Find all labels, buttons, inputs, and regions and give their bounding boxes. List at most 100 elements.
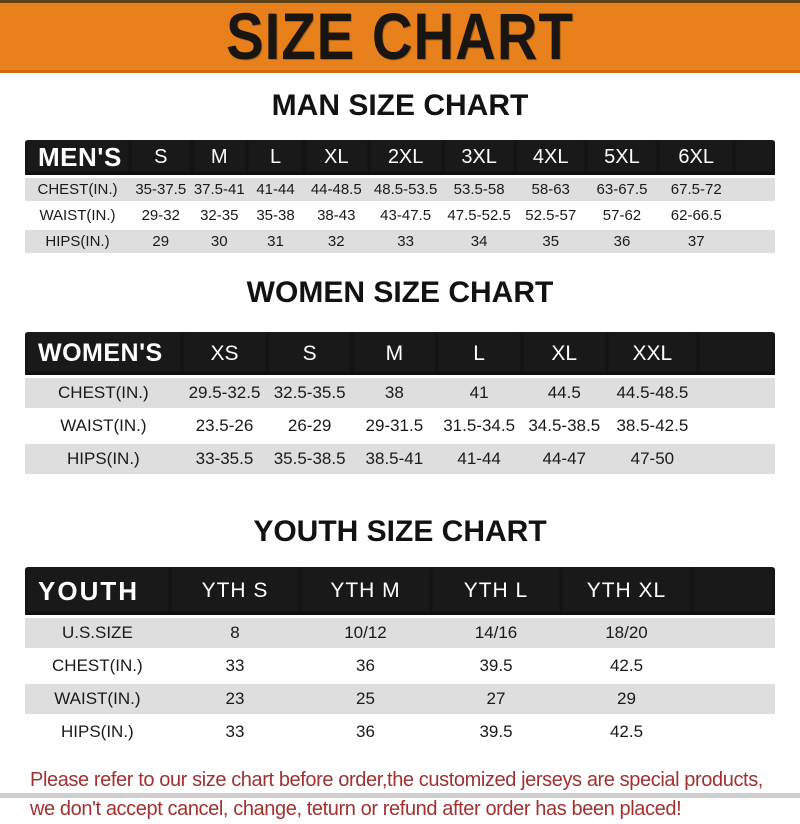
size-value-cell: 37 <box>657 228 735 256</box>
size-value-cell: 63-67.5 <box>585 176 658 204</box>
size-value-cell: 36 <box>300 715 431 750</box>
size-value-cell: 33 <box>368 228 443 256</box>
banner-title: SIZE CHART <box>226 0 574 74</box>
size-column-header: M <box>191 140 247 178</box>
size-value-cell: 37.5-41 <box>191 176 247 204</box>
row-label: CHEST(IN.) <box>25 376 182 411</box>
size-value-cell: 48.5-53.5 <box>368 176 443 204</box>
disclaimer-line-2: we don't accept cancel, change, teturn o… <box>30 798 682 820</box>
size-column-header: YTH M <box>300 567 431 618</box>
bottom-edge-strip <box>0 793 800 798</box>
row-filler-cell <box>734 228 775 256</box>
size-column-header: XXL <box>607 332 698 378</box>
men-header-row: MEN'S S M L XL 2XL 3XL 4XL 5XL 6XL <box>25 140 775 178</box>
size-value-cell: 36 <box>585 228 658 256</box>
row-label: HIPS(IN.) <box>25 228 130 256</box>
size-column-header: YTH S <box>169 567 301 618</box>
table-row: CHEST(IN.) 35-37.5 37.5-41 41-44 44-48.5 48.5… <box>25 176 775 204</box>
youth-size-table: YOUTH YTH S YTH M YTH L YTH XL U.S.SIZE 8 10/1… <box>25 567 775 750</box>
row-filler-cell <box>691 682 775 717</box>
row-filler-cell <box>697 442 775 477</box>
table-header-label: YOUTH <box>25 567 170 618</box>
size-value-cell: 44-48.5 <box>304 176 369 204</box>
size-value-cell: 35.5-38.5 <box>267 442 352 477</box>
row-label: CHEST(IN.) <box>25 649 170 684</box>
size-value-cell: 41 <box>436 376 522 411</box>
size-value-cell: 33 <box>169 715 301 750</box>
row-filler-cell <box>734 202 775 230</box>
table-row: WAIST(IN.) 29-32 32-35 35-38 38-43 43-47.5 47.… <box>25 202 775 230</box>
row-label: WAIST(IN.) <box>25 682 170 717</box>
table-row: WAIST(IN.) 23 25 27 29 <box>25 682 775 717</box>
row-filler-cell <box>691 649 775 684</box>
size-column-header: 2XL <box>368 140 443 178</box>
table-row: HIPS(IN.) 33 36 39.5 42.5 <box>25 715 775 750</box>
size-value-cell: 33 <box>169 649 301 684</box>
men-size-table: MEN'S S M L XL 2XL 3XL 4XL 5XL 6XL CHEST(IN.) 35-3… <box>25 140 775 256</box>
table-row: WAIST(IN.) 23.5-26 26-29 29-31.5 31.5-34.5 34… <box>25 409 775 444</box>
size-value-cell: 27 <box>430 682 562 717</box>
size-value-cell: 23.5-26 <box>181 409 268 444</box>
size-value-cell: 29 <box>130 228 192 256</box>
size-value-cell: 62-66.5 <box>657 202 735 230</box>
size-column-header: XL <box>304 140 369 178</box>
size-column-header: S <box>267 332 352 378</box>
size-value-cell: 25 <box>300 682 431 717</box>
header-filler-cell <box>691 567 775 618</box>
size-column-header: 3XL <box>442 140 516 178</box>
row-filler-cell <box>691 715 775 750</box>
size-value-cell: 35-38 <box>247 202 304 230</box>
table-header-label: WOMEN'S <box>25 332 182 378</box>
size-value-cell: 58-63 <box>515 176 586 204</box>
women-header-row: WOMEN'S XS S M L XL XXL <box>25 332 775 378</box>
size-column-header: S <box>130 140 192 178</box>
table-row: HIPS(IN.) 29 30 31 32 33 34 35 36 37 <box>25 228 775 256</box>
size-value-cell: 67.5-72 <box>657 176 735 204</box>
size-column-header: L <box>436 332 522 378</box>
row-label: HIPS(IN.) <box>25 715 170 750</box>
man-section-heading: MAN SIZE CHART <box>271 89 529 122</box>
header-filler-cell <box>734 140 775 178</box>
size-value-cell: 47-50 <box>607 442 698 477</box>
size-value-cell: 39.5 <box>430 715 562 750</box>
youth-section-heading: YOUTH SIZE CHART <box>253 515 547 548</box>
size-value-cell: 43-47.5 <box>368 202 443 230</box>
row-filler-cell <box>691 616 775 651</box>
size-value-cell: 38.5-41 <box>352 442 437 477</box>
size-value-cell: 34 <box>442 228 516 256</box>
size-value-cell: 47.5-52.5 <box>442 202 516 230</box>
size-value-cell: 14/16 <box>430 616 562 651</box>
youth-header-row: YOUTH YTH S YTH M YTH L YTH XL <box>25 567 775 618</box>
size-value-cell: 44.5-48.5 <box>607 376 698 411</box>
size-value-cell: 32-35 <box>191 202 247 230</box>
size-value-cell: 23 <box>169 682 301 717</box>
size-value-cell: 26-29 <box>267 409 352 444</box>
size-value-cell: 38-43 <box>304 202 369 230</box>
row-label: U.S.SIZE <box>25 616 170 651</box>
size-value-cell: 44.5 <box>521 376 607 411</box>
size-value-cell: 31.5-34.5 <box>436 409 522 444</box>
size-column-header: 5XL <box>585 140 658 178</box>
table-row: CHEST(IN.) 29.5-32.5 32.5-35.5 38 41 44.5 44.5… <box>25 376 775 411</box>
size-column-header: L <box>247 140 304 178</box>
row-label: WAIST(IN.) <box>25 202 130 230</box>
size-column-header: 4XL <box>515 140 586 178</box>
row-label: HIPS(IN.) <box>25 442 182 477</box>
size-value-cell: 32 <box>304 228 369 256</box>
size-value-cell: 8 <box>169 616 301 651</box>
size-value-cell: 35 <box>515 228 586 256</box>
size-value-cell: 44-47 <box>521 442 607 477</box>
header-filler-cell <box>697 332 775 378</box>
size-column-header: YTH XL <box>561 567 692 618</box>
women-section-heading: WOMEN SIZE CHART <box>246 276 554 309</box>
table-row: CHEST(IN.) 33 36 39.5 42.5 <box>25 649 775 684</box>
size-value-cell: 38 <box>352 376 437 411</box>
size-value-cell: 35-37.5 <box>130 176 192 204</box>
size-value-cell: 18/20 <box>561 616 692 651</box>
size-value-cell: 29-31.5 <box>352 409 437 444</box>
size-column-header: XS <box>181 332 268 378</box>
size-value-cell: 52.5-57 <box>515 202 586 230</box>
size-value-cell: 53.5-58 <box>442 176 516 204</box>
size-value-cell: 10/12 <box>300 616 431 651</box>
row-filler-cell <box>697 376 775 411</box>
